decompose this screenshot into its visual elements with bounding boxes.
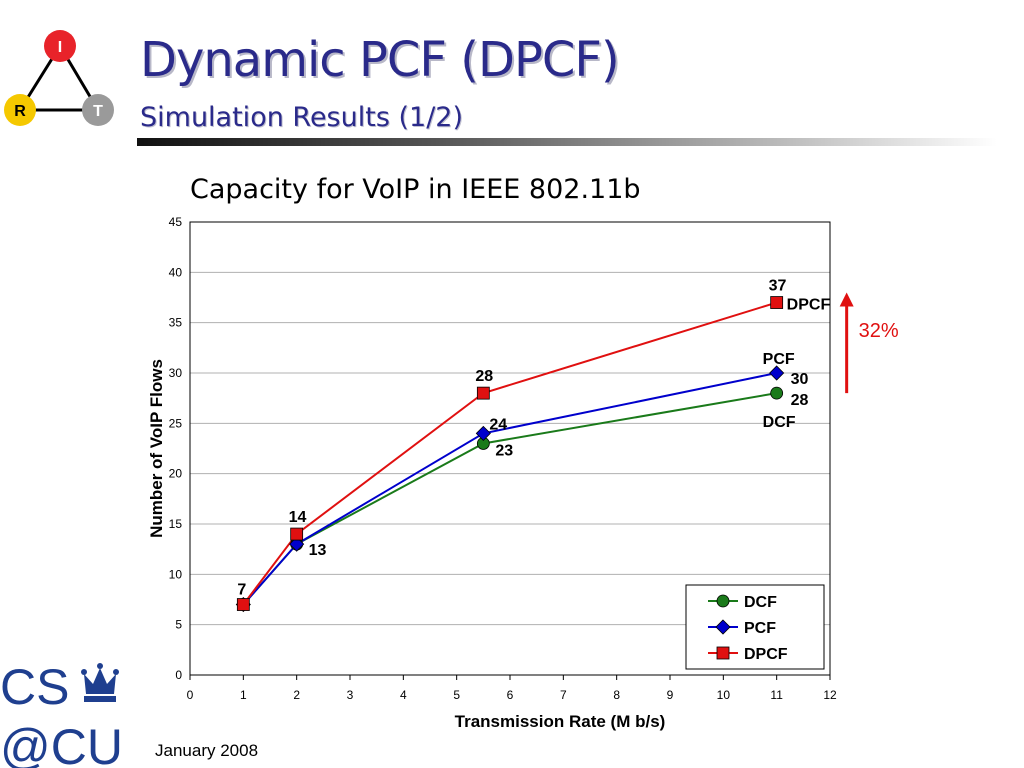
logo-letter-r: R bbox=[14, 103, 26, 120]
logo-text-at-cu: @CU bbox=[0, 719, 123, 768]
series-end-label-dcf: DCF bbox=[763, 414, 796, 431]
logo-letter-i: I bbox=[58, 39, 62, 56]
data-label-pcf: 30 bbox=[791, 371, 809, 388]
x-tick-label: 8 bbox=[613, 688, 620, 702]
y-tick-label: 25 bbox=[169, 416, 183, 430]
y-tick-label: 35 bbox=[169, 316, 183, 330]
improvement-percent-label: 32% bbox=[859, 320, 899, 342]
chart-title: Capacity for VoIP in IEEE 802.11b bbox=[190, 174, 641, 205]
x-axis-label: Transmission Rate (M b/s) bbox=[455, 712, 666, 731]
data-label-pcf: 24 bbox=[489, 416, 507, 433]
data-label-dcf: 23 bbox=[495, 442, 513, 459]
legend-marker-dcf bbox=[716, 594, 730, 608]
data-point-pcf bbox=[769, 365, 785, 381]
data-label-dpcf: 28 bbox=[475, 368, 493, 385]
x-tick-label: 9 bbox=[667, 688, 674, 702]
footer-date: January 2008 bbox=[155, 741, 259, 760]
y-tick-label: 10 bbox=[169, 567, 183, 581]
legend-label-pcf: PCF bbox=[744, 620, 776, 637]
data-point-dcf bbox=[770, 386, 784, 400]
x-tick-label: 5 bbox=[453, 688, 460, 702]
y-tick-label: 20 bbox=[169, 467, 183, 481]
y-tick-label: 0 bbox=[175, 668, 182, 682]
data-label-dpcf: 14 bbox=[289, 509, 307, 526]
slide-subtitle: Simulation Results (1/2) bbox=[140, 102, 463, 133]
x-tick-label: 12 bbox=[823, 688, 837, 702]
cscu-logo: CS @CU bbox=[0, 660, 123, 768]
x-tick-label: 2 bbox=[293, 688, 300, 702]
y-axis-label: Number of VoIP Flows bbox=[147, 359, 166, 538]
data-label-dpcf: 7 bbox=[237, 582, 246, 599]
x-tick-label: 6 bbox=[507, 688, 514, 702]
irt-logo: I R T bbox=[4, 30, 114, 126]
legend-label-dcf: DCF bbox=[744, 594, 777, 611]
x-tick-label: 11 bbox=[770, 688, 783, 702]
legend-marker-dpcf bbox=[716, 646, 730, 660]
x-tick-label: 3 bbox=[347, 688, 354, 702]
y-tick-label: 45 bbox=[169, 215, 183, 229]
data-point-pcf bbox=[289, 536, 305, 552]
y-tick-label: 5 bbox=[175, 618, 182, 632]
data-point-dpcf bbox=[290, 527, 304, 541]
y-tick-label: 15 bbox=[169, 517, 183, 531]
series-end-label-dpcf: DPCF bbox=[787, 297, 831, 314]
data-point-pcf bbox=[475, 425, 491, 441]
x-tick-label: 0 bbox=[187, 688, 194, 702]
logo-node-r bbox=[4, 94, 36, 126]
series-line-dpcf bbox=[242, 301, 777, 606]
data-label-dcf: 28 bbox=[791, 392, 809, 409]
x-tick-label: 1 bbox=[240, 688, 247, 702]
crown-icon bbox=[81, 663, 119, 702]
logo-node-t bbox=[82, 94, 114, 126]
data-label-dpcf: 37 bbox=[769, 278, 787, 295]
improvement-arrow-head bbox=[839, 292, 854, 307]
title-divider bbox=[137, 138, 997, 146]
logo-text-cs: CS bbox=[0, 660, 69, 715]
data-point-dpcf bbox=[770, 296, 784, 309]
x-tick-label: 7 bbox=[560, 688, 567, 702]
x-tick-label: 10 bbox=[717, 688, 731, 702]
y-tick-label: 40 bbox=[169, 265, 183, 279]
series-end-label-pcf: PCF bbox=[763, 351, 795, 368]
legend-label-dpcf: DPCF bbox=[744, 646, 788, 663]
legend-marker-pcf bbox=[715, 619, 731, 635]
data-label-pcf: 13 bbox=[309, 542, 327, 559]
logo-letter-t: T bbox=[93, 103, 103, 120]
x-tick-label: 4 bbox=[400, 688, 407, 702]
series-line-dcf bbox=[242, 392, 777, 606]
slide-title: Dynamic PCF (DPCF) bbox=[140, 32, 620, 88]
data-point-dpcf bbox=[476, 386, 490, 400]
logo-node-i bbox=[44, 30, 76, 62]
data-point-dpcf bbox=[236, 598, 250, 611]
series-line-pcf bbox=[242, 372, 777, 606]
y-tick-label: 30 bbox=[169, 366, 183, 380]
